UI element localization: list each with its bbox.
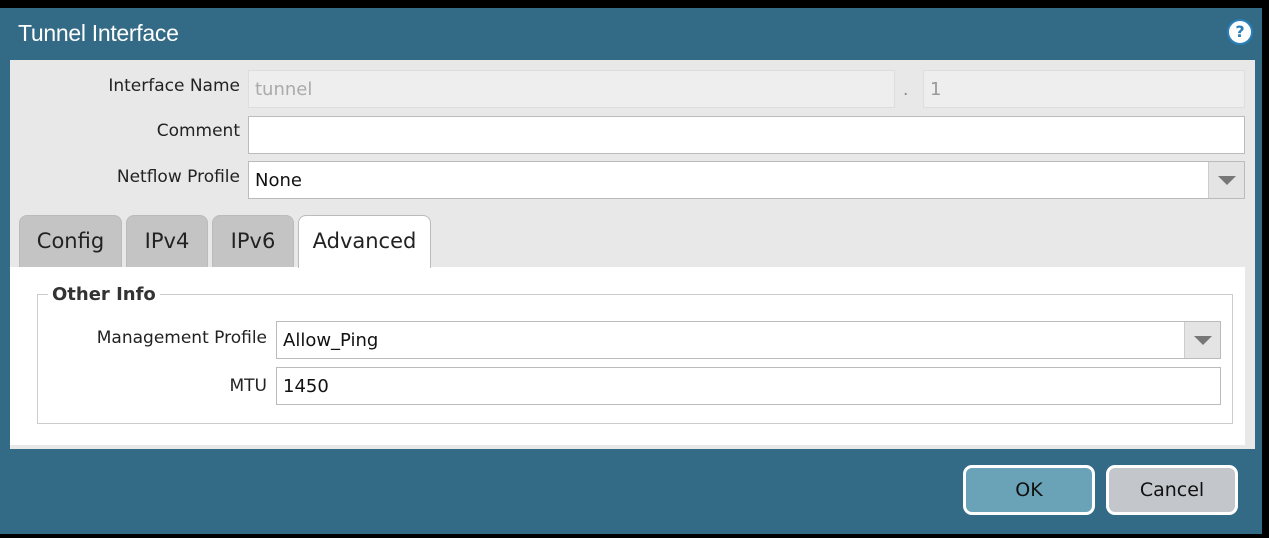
netflow-profile-label: Netflow Profile (116, 167, 240, 187)
dialog-body: Interface Name tunnel . 1 Comment Netflo… (10, 60, 1255, 449)
other-info-section (37, 294, 1233, 424)
management-profile-select[interactable]: Allow_Ping (276, 321, 1221, 359)
chevron-down-icon[interactable] (1184, 322, 1220, 358)
interface-name-label: Interface Name (108, 76, 240, 96)
management-profile-label: Management Profile (96, 328, 267, 348)
interface-suffix-input[interactable]: 1 (923, 70, 1245, 108)
dialog-title: Tunnel Interface (18, 20, 179, 46)
ok-button[interactable]: OK (963, 465, 1095, 515)
separator: . (903, 80, 909, 100)
mtu-input[interactable]: 1450 (276, 367, 1221, 405)
chevron-down-icon[interactable] (1208, 162, 1244, 198)
netflow-profile-select[interactable]: None (248, 161, 1245, 199)
comment-input[interactable] (248, 116, 1245, 154)
management-profile-value: Allow_Ping (283, 329, 379, 351)
other-info-title: Other Info (48, 284, 160, 305)
cancel-button[interactable]: Cancel (1106, 465, 1238, 515)
mtu-label: MTU (229, 376, 268, 396)
tab-ipv4[interactable]: IPv4 (126, 215, 208, 267)
tab-ipv6[interactable]: IPv6 (212, 215, 294, 267)
netflow-profile-value: None (255, 169, 302, 191)
tunnel-interface-dialog: Tunnel Interface ? Interface Name tunnel… (0, 8, 1262, 534)
tab-config[interactable]: Config (19, 215, 122, 267)
interface-name-input: tunnel (248, 70, 895, 108)
tab-advanced[interactable]: Advanced (298, 215, 431, 268)
comment-label: Comment (156, 121, 240, 141)
help-icon[interactable]: ? (1227, 19, 1253, 45)
